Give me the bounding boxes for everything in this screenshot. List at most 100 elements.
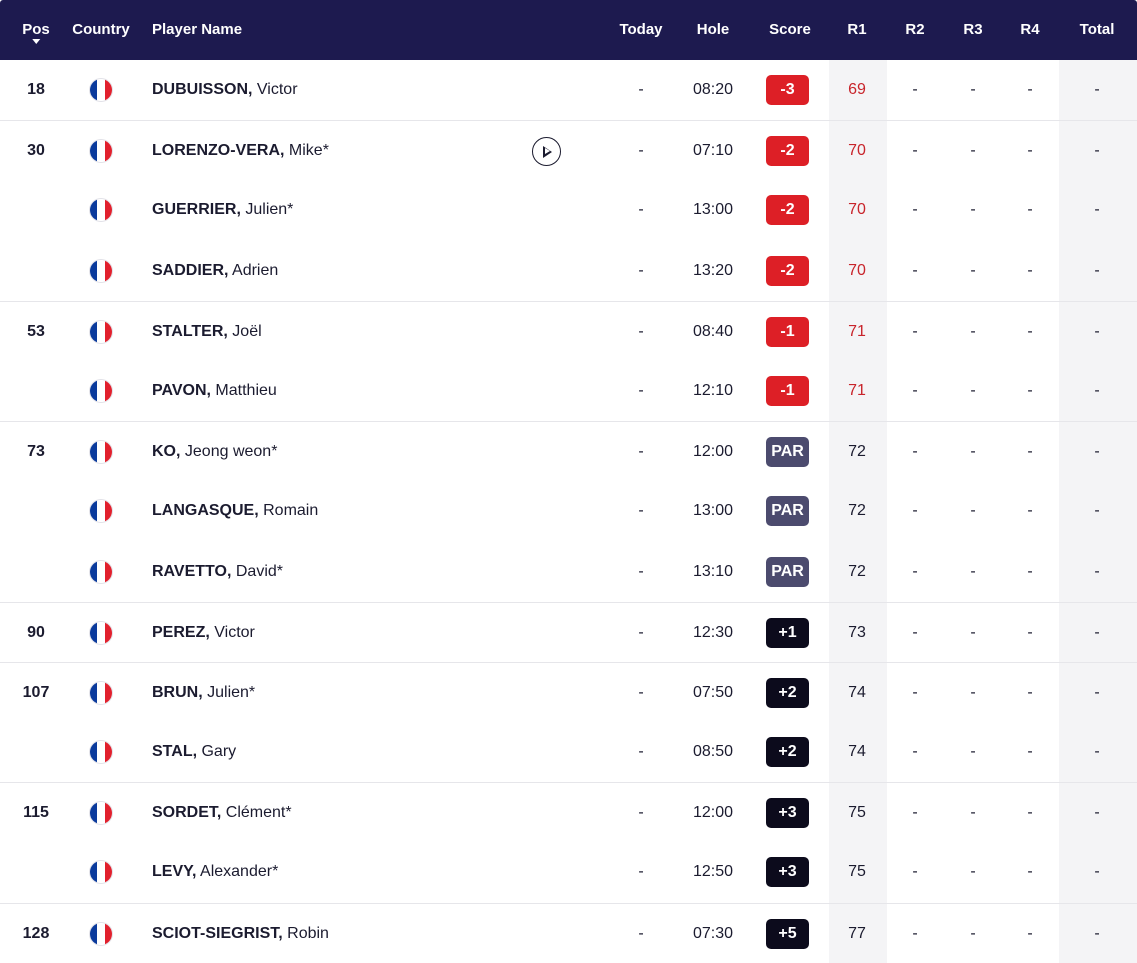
total-column-background <box>1059 60 1137 963</box>
leaderboard-rows: 18 DUBUISSON, Victor - 08:20 -3 69 - - - - 30 LOREN… <box>0 60 1137 963</box>
player-name-link[interactable]: PEREZ, Victor <box>152 603 255 663</box>
round-2-value: - <box>912 81 918 98</box>
round-3-value: - <box>970 381 976 399</box>
round-1-value: 70 <box>848 201 866 219</box>
today-value: - <box>638 562 644 580</box>
player-name-link[interactable]: SADDIER, Adrien <box>152 241 278 301</box>
play-video-icon[interactable] <box>532 137 561 167</box>
column-header-r1[interactable]: R1 <box>847 21 867 38</box>
player-row[interactable]: 73 KO, Jeong weon* - 12:00 PAR 72 - - - - <box>0 421 1137 481</box>
player-first-name: Joël <box>232 322 262 340</box>
score-badge: -2 <box>766 255 809 286</box>
france-flag-icon <box>90 259 112 282</box>
position-value: 128 <box>22 924 50 942</box>
player-row[interactable]: 30 LORENZO-VERA, Mike* - 07:10 -2 70 - - - - <box>0 120 1137 180</box>
player-name-link[interactable]: SCIOT-SIEGRIST, Robin <box>152 904 329 963</box>
total-value: - <box>1094 381 1100 399</box>
player-first-name: Mike* <box>288 142 329 160</box>
round-4-value: - <box>1027 261 1033 279</box>
player-last-name: LEVY, <box>152 863 197 881</box>
player-name-link[interactable]: PAVON, Matthieu <box>152 361 277 421</box>
player-row[interactable]: SADDIER, Adrien - 13:20 -2 70 - - - - <box>0 241 1137 301</box>
column-header-r4[interactable]: R4 <box>1020 21 1040 38</box>
sort-down-icon[interactable] <box>31 39 40 44</box>
player-last-name: DUBUISSON, <box>152 81 253 98</box>
player-name-link[interactable]: LANGASQUE, Romain <box>152 481 318 541</box>
round-2-value: - <box>912 863 918 881</box>
score-badge: PAR <box>766 496 809 527</box>
player-row[interactable]: 115 SORDET, Clément* - 12:00 +3 75 - - - - <box>0 782 1137 842</box>
player-last-name: STALTER, <box>152 322 228 340</box>
round-1-value: 75 <box>848 804 866 822</box>
column-header-player-name[interactable]: Player Name <box>152 21 243 38</box>
column-header-hole[interactable]: Hole <box>696 21 730 38</box>
total-value: - <box>1094 81 1100 98</box>
player-name-link[interactable]: RAVETTO, David* <box>152 542 283 602</box>
player-row[interactable]: 90 PEREZ, Victor - 12:30 +1 73 - - - - <box>0 601 1137 663</box>
player-last-name: PEREZ, <box>152 623 210 641</box>
player-last-name: KO, <box>152 443 181 461</box>
player-first-name: Romain <box>263 502 319 520</box>
column-header-country[interactable]: Country <box>72 21 130 38</box>
player-name-link[interactable]: LEVY, Alexander* <box>152 842 278 902</box>
total-value: - <box>1094 623 1100 641</box>
player-first-name: Julien* <box>207 683 256 701</box>
player-row[interactable]: GUERRIER, Julien* - 13:00 -2 70 - - - - <box>0 180 1137 240</box>
round-4-value: - <box>1027 743 1033 761</box>
today-value: - <box>638 142 644 160</box>
player-row[interactable]: LANGASQUE, Romain - 13:00 PAR 72 - - - - <box>0 481 1137 541</box>
player-row[interactable]: 107 BRUN, Julien* - 07:50 +2 74 - - - - <box>0 661 1137 723</box>
round-2-value: - <box>912 142 918 160</box>
score-badge: +2 <box>766 737 809 768</box>
player-row[interactable]: PAVON, Matthieu - 12:10 -1 71 - - - - <box>0 361 1137 421</box>
column-header-pos[interactable]: Pos <box>22 0 50 60</box>
column-header-r2[interactable]: R2 <box>905 21 925 38</box>
player-name-link[interactable]: BRUN, Julien* <box>152 663 255 723</box>
round-4-value: - <box>1027 623 1033 641</box>
score-badge: PAR <box>766 437 809 468</box>
player-last-name: LORENZO-VERA, <box>152 142 285 160</box>
today-value: - <box>638 81 644 98</box>
player-last-name: STAL, <box>152 743 198 761</box>
player-last-name: PAVON, <box>152 381 211 399</box>
hole-value: 08:20 <box>692 81 734 98</box>
player-row[interactable]: 18 DUBUISSON, Victor - 08:20 -3 69 - - - - <box>0 60 1137 120</box>
score-badge: -3 <box>766 75 809 105</box>
player-name-link[interactable]: STALTER, Joël <box>152 302 262 362</box>
total-value: - <box>1094 863 1100 881</box>
france-flag-icon <box>90 861 112 884</box>
player-last-name: LANGASQUE, <box>152 502 259 520</box>
france-flag-icon <box>90 741 112 764</box>
player-name-link[interactable]: LORENZO-VERA, Mike* <box>152 121 329 181</box>
round-1-value: 71 <box>848 322 866 340</box>
player-row[interactable]: LEVY, Alexander* - 12:50 +3 75 - - - - <box>0 842 1137 902</box>
player-row[interactable]: 53 STALTER, Joël - 08:40 -1 71 - - - - <box>0 300 1137 362</box>
score-badge: +3 <box>766 857 809 888</box>
round-4-value: - <box>1027 322 1033 340</box>
column-header-score[interactable]: Score <box>769 21 811 38</box>
position-value: 107 <box>22 683 50 701</box>
position-value: 73 <box>27 443 45 461</box>
round-1-value: 74 <box>848 683 866 701</box>
player-last-name: GUERRIER, <box>152 201 241 219</box>
france-flag-icon <box>90 320 112 343</box>
player-name-link[interactable]: KO, Jeong weon* <box>152 422 277 482</box>
today-value: - <box>638 743 644 761</box>
player-name-link[interactable]: DUBUISSON, Victor <box>152 60 298 120</box>
total-value: - <box>1094 683 1100 701</box>
france-flag-icon <box>90 500 112 523</box>
player-name-link[interactable]: SORDET, Clément* <box>152 783 292 843</box>
player-row[interactable]: 128 SCIOT-SIEGRIST, Robin - 07:30 +5 77 - - - - <box>0 902 1137 963</box>
france-flag-icon <box>90 560 112 583</box>
player-row[interactable]: STAL, Gary - 08:50 +2 74 - - - - <box>0 722 1137 782</box>
player-row[interactable]: RAVETTO, David* - 13:10 PAR 72 - - - - <box>0 542 1137 602</box>
column-header-total[interactable]: Total <box>1079 21 1115 38</box>
player-name-link[interactable]: GUERRIER, Julien* <box>152 180 293 240</box>
player-name-link[interactable]: STAL, Gary <box>152 722 236 782</box>
round-1-value: 73 <box>848 623 866 641</box>
hole-value: 13:10 <box>692 562 734 580</box>
column-header-r3[interactable]: R3 <box>963 21 983 38</box>
column-header-today[interactable]: Today <box>619 21 663 38</box>
hole-value: 12:00 <box>692 443 734 461</box>
score-badge: -1 <box>766 316 809 347</box>
